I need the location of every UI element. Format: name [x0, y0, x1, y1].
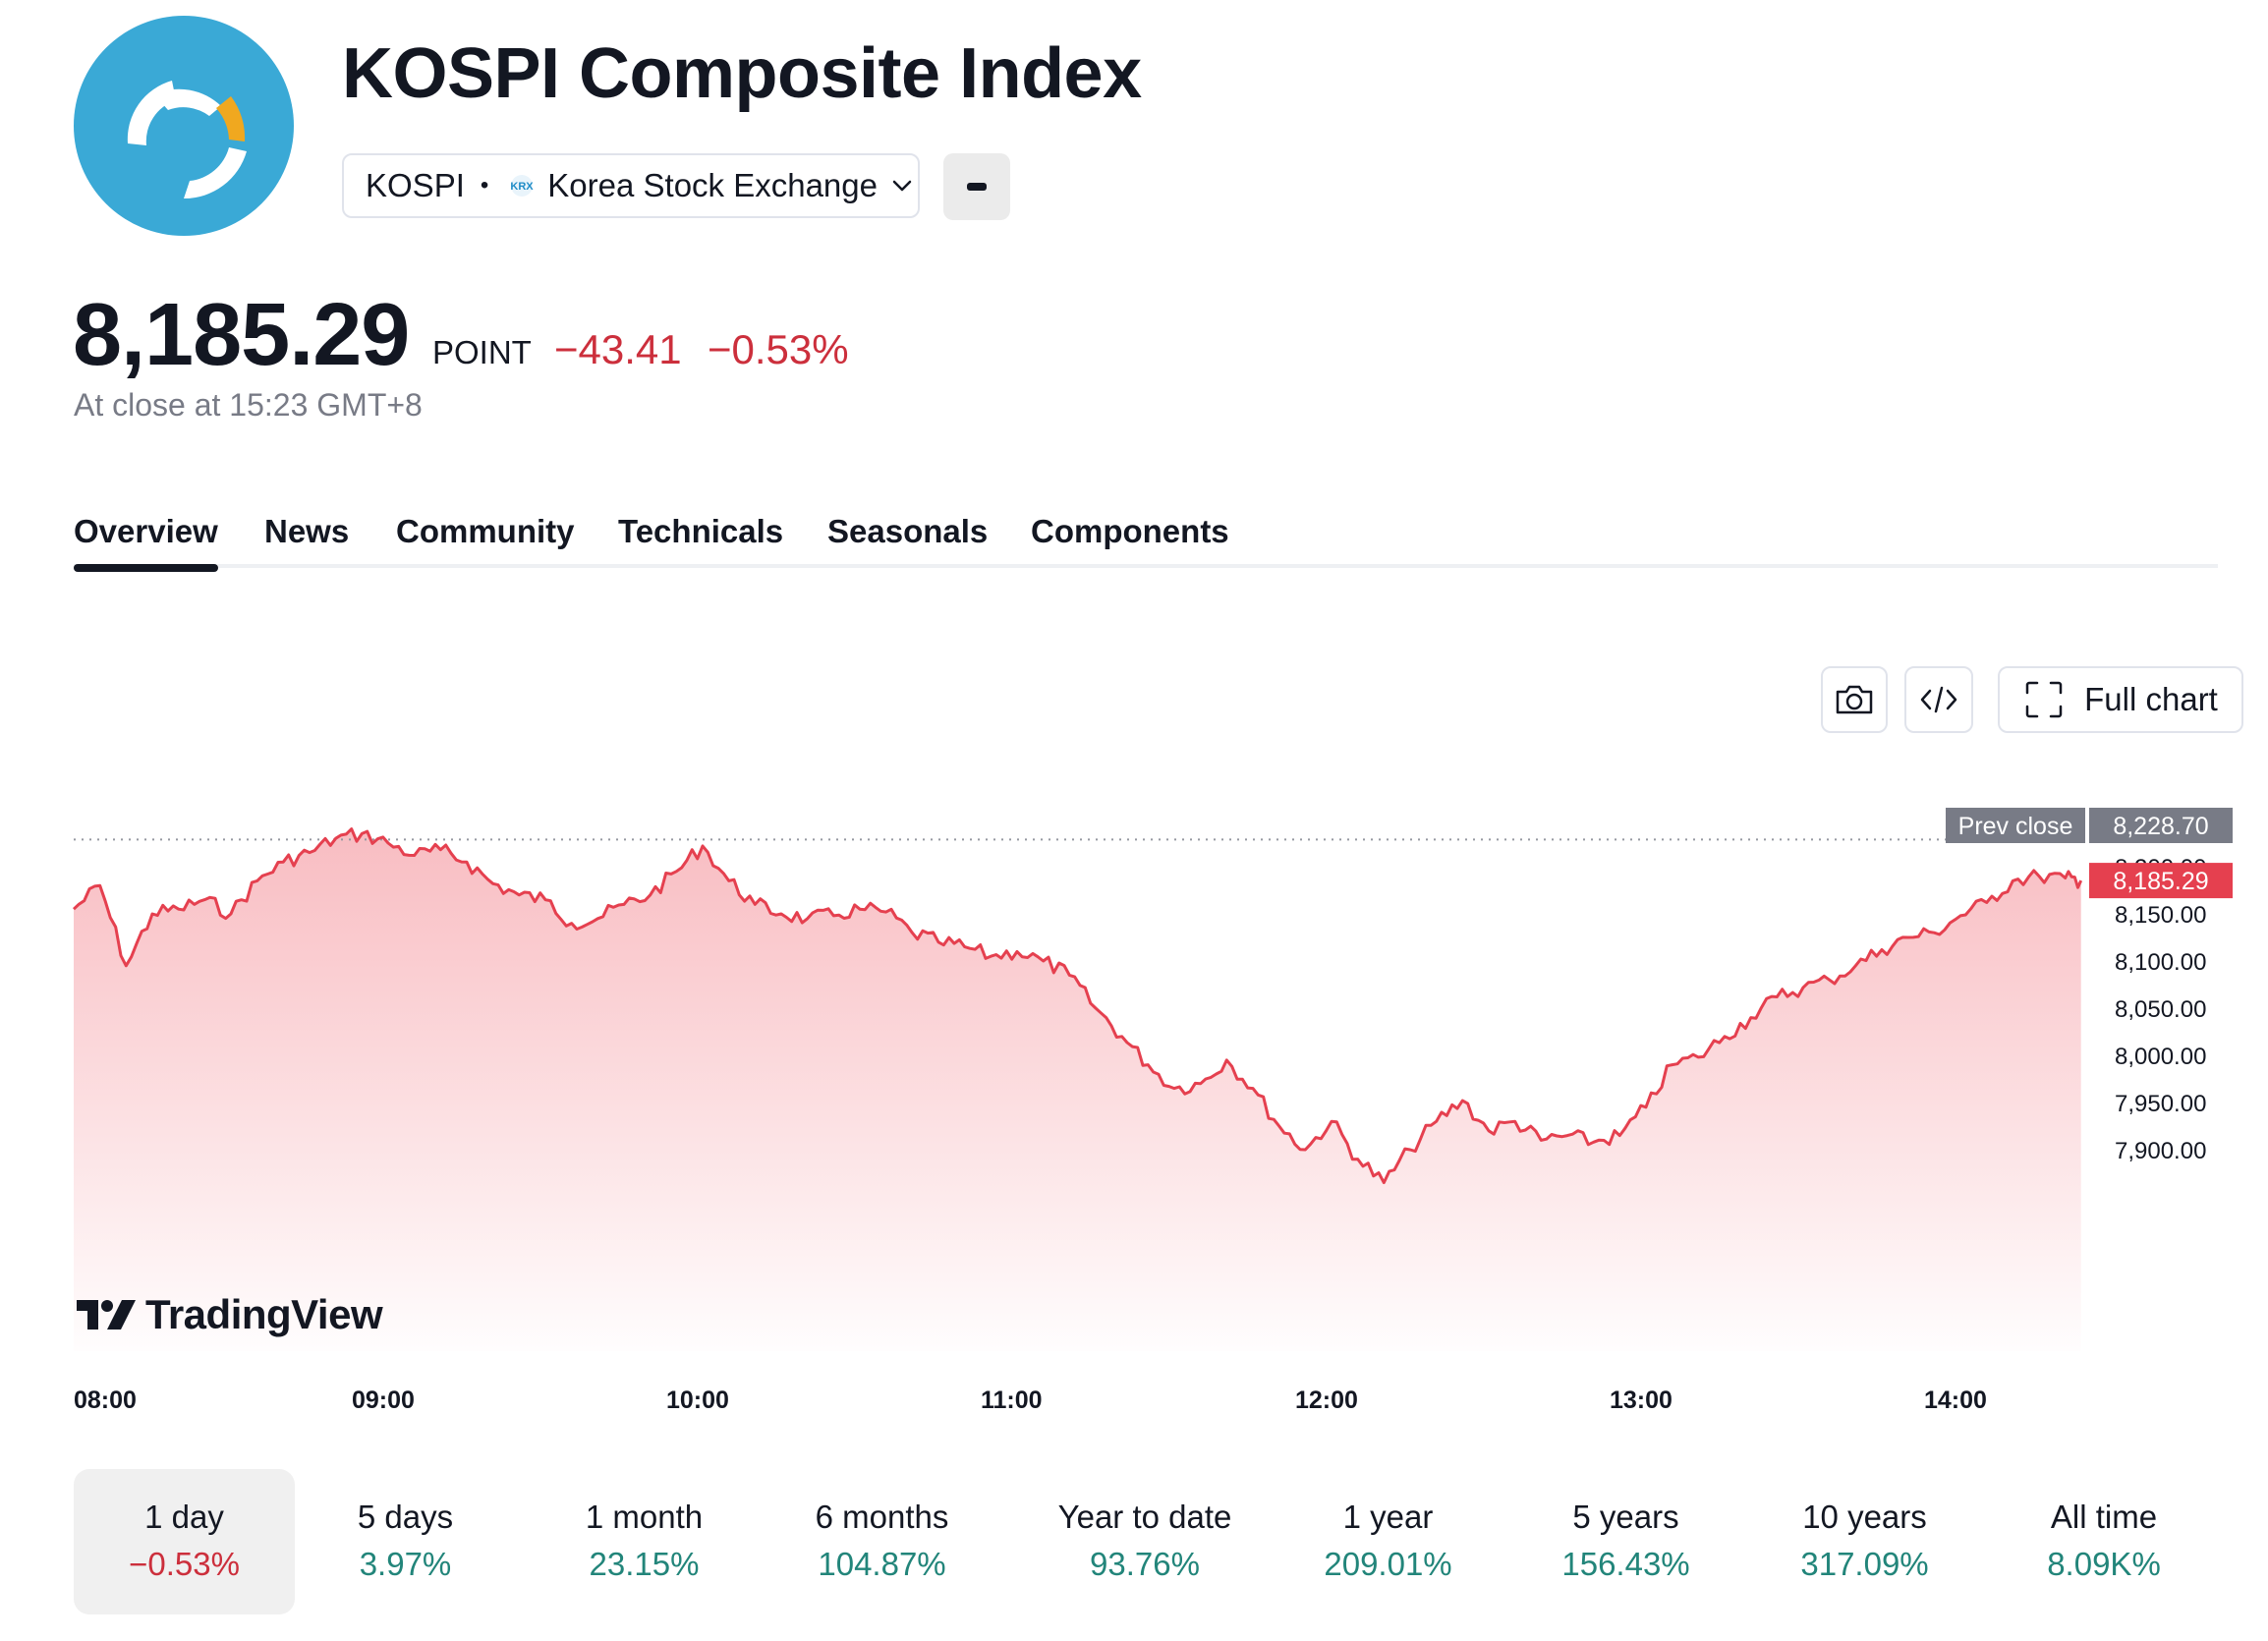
- full-chart-label: Full chart: [2084, 681, 2218, 717]
- y-tick-label: 7,900.00: [2115, 1138, 2206, 1164]
- x-tick-label: 14:00: [1924, 1386, 1987, 1414]
- period-change: 8.09K%: [2047, 1546, 2161, 1582]
- tradingview-wordmark: TradingView: [145, 1291, 383, 1337]
- chevron-down-icon: [892, 180, 912, 192]
- period-label: 5 days: [357, 1499, 454, 1535]
- page-title: KOSPI Composite Index: [342, 34, 1142, 113]
- y-tick-label: 7,950.00: [2115, 1091, 2206, 1117]
- x-tick-label: 12:00: [1295, 1386, 1358, 1414]
- price-change: −43.41: [554, 326, 682, 372]
- period-1-year[interactable]: 1 year 209.01%: [1277, 1469, 1499, 1614]
- exchange-label: Korea Stock Exchange: [547, 167, 878, 203]
- separator-dot: •: [480, 172, 489, 198]
- fullscreen-icon: [2025, 681, 2063, 718]
- period-6-months[interactable]: 6 months 104.87%: [771, 1469, 992, 1614]
- tab-community[interactable]: Community: [396, 513, 575, 549]
- krx-logo-icon: KRX: [511, 175, 535, 197]
- period-change: 3.97%: [359, 1546, 452, 1582]
- x-tick-label: 08:00: [74, 1386, 137, 1414]
- x-tick-label: 11:00: [981, 1386, 1043, 1414]
- krx-badge: KRX: [511, 181, 535, 193]
- period-label: 5 years: [1572, 1499, 1679, 1535]
- period-change: 23.15%: [589, 1546, 700, 1582]
- watchlist-remove-button[interactable]: [943, 153, 1010, 220]
- tab-news[interactable]: News: [264, 513, 350, 549]
- period-label: 6 months: [815, 1499, 949, 1535]
- price-unit: POINT: [432, 334, 532, 370]
- period-all-time[interactable]: All time 8.09K%: [1990, 1469, 2218, 1614]
- x-tick-label: 09:00: [352, 1386, 415, 1414]
- embed-button[interactable]: [1904, 666, 1973, 733]
- market-status: At close at 15:23 GMT+8: [74, 387, 423, 423]
- exchange-selector[interactable]: KOSPI • KRX Korea Stock Exchange: [342, 153, 920, 218]
- period-label: All time: [2050, 1499, 2158, 1535]
- period-change: −0.53%: [129, 1546, 240, 1582]
- y-tick-label: 8,000.00: [2115, 1044, 2206, 1070]
- x-tick-label: 13:00: [1610, 1386, 1673, 1414]
- period-performance: 1 day −0.53% 5 days 3.97% 1 month 23.15% 6 mon…: [74, 1469, 2218, 1614]
- period-label: 1 year: [1342, 1499, 1434, 1535]
- prev-close-label: Prev close: [1958, 813, 2073, 840]
- period-label: 1 month: [585, 1499, 704, 1535]
- last-price-marker: 8,185.29: [2089, 863, 2233, 899]
- price-chart[interactable]: 8,200.008,150.008,100.008,050.008,000.00…: [0, 0, 2268, 1444]
- period-10-years[interactable]: 10 years 317.09%: [1754, 1469, 1975, 1614]
- price-area-fill: [74, 828, 2081, 1351]
- y-tick-label: 8,100.00: [2115, 949, 2206, 976]
- period-change: 209.01%: [1324, 1546, 1452, 1582]
- code-icon: [1920, 686, 1957, 713]
- tab-bar: Overview News Community Technicals Seaso…: [74, 511, 2218, 572]
- kospi-logo-icon: [127, 81, 247, 199]
- prev-close-value: 8,228.70: [2113, 813, 2208, 840]
- current-price: 8,185.29: [73, 286, 410, 384]
- tradingview-icon: [77, 1300, 136, 1330]
- y-tick-label: 8,150.00: [2115, 902, 2206, 929]
- y-tick-label: 8,050.00: [2115, 996, 2206, 1023]
- period-5-years[interactable]: 5 years 156.43%: [1515, 1469, 1736, 1614]
- period-change: 104.87%: [818, 1546, 946, 1582]
- period-change: 156.43%: [1561, 1546, 1690, 1582]
- snapshot-button[interactable]: [1821, 666, 1888, 733]
- period-year-to-date[interactable]: Year to date 93.76%: [1017, 1469, 1273, 1614]
- period-change: 317.09%: [1800, 1546, 1929, 1582]
- period-5-days[interactable]: 5 days 3.97%: [295, 1469, 516, 1614]
- tab-overview[interactable]: Overview: [74, 513, 218, 572]
- period-label: 10 years: [1802, 1499, 1927, 1535]
- period-1-day[interactable]: 1 day −0.53%: [74, 1469, 295, 1614]
- price-change-percent: −0.53%: [708, 326, 849, 372]
- prev-close-marker: Prev close 8,228.70: [1946, 808, 2233, 843]
- camera-icon: [1836, 685, 1873, 714]
- period-label: Year to date: [1057, 1499, 1232, 1535]
- symbol-label: KOSPI: [366, 167, 465, 203]
- x-tick-label: 10:00: [666, 1386, 729, 1414]
- period-change: 93.76%: [1090, 1546, 1200, 1582]
- tab-technicals[interactable]: Technicals: [618, 513, 784, 549]
- full-chart-button[interactable]: Full chart: [1998, 666, 2243, 733]
- kospi-logo: [74, 16, 294, 236]
- period-label: 1 day: [144, 1499, 224, 1535]
- tradingview-logo[interactable]: TradingView: [75, 1291, 383, 1338]
- price-series-line: [72, 827, 2083, 1185]
- tab-components[interactable]: Components: [1031, 513, 1229, 549]
- tab-seasonals[interactable]: Seasonals: [827, 513, 989, 549]
- period-1-month[interactable]: 1 month 23.15%: [534, 1469, 755, 1614]
- tab-divider: [74, 564, 2218, 568]
- last-price-value: 8,185.29: [2113, 868, 2208, 895]
